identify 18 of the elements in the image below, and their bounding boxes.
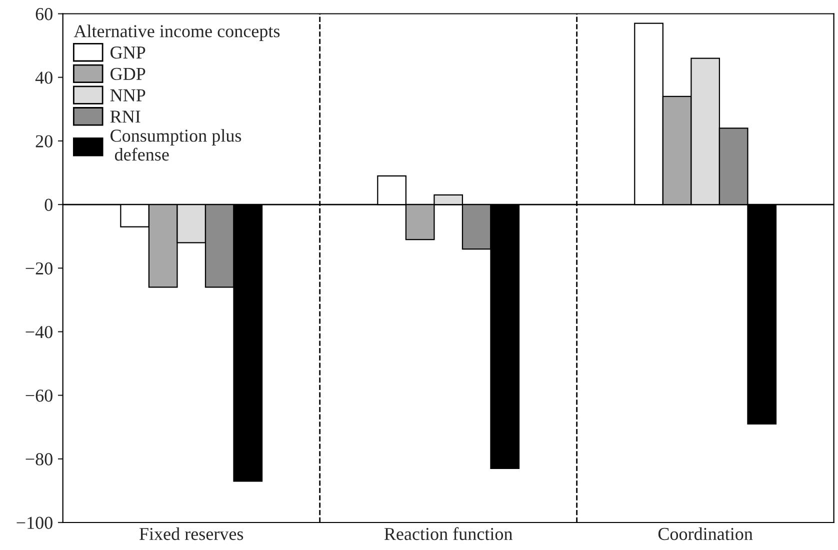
legend-label: GNP <box>110 46 146 59</box>
x-tick-label: Reaction function <box>384 527 512 540</box>
y-tick-label: 60 <box>36 8 52 20</box>
y-tick-label: −60 <box>26 390 52 402</box>
legend-label: Consumption plus defense <box>110 129 242 161</box>
legend-label: RNI <box>110 110 140 123</box>
legend-label: NNP <box>110 89 146 102</box>
legend-title: Alternative income concepts <box>74 24 280 41</box>
x-tick-label: Coordination <box>658 527 753 540</box>
y-tick-label: 40 <box>35 72 52 84</box>
y-tick-label: −80 <box>26 453 52 466</box>
x-tick-label: Fixed reserves <box>139 527 244 540</box>
y-tick-label: −100 <box>16 516 52 529</box>
legend-label: GDP <box>110 68 146 80</box>
y-tick-label: 20 <box>36 135 52 148</box>
y-tick-label: −20 <box>26 262 52 275</box>
y-tick-label: 0 <box>44 198 52 211</box>
y-tick-label: −40 <box>26 326 52 338</box>
